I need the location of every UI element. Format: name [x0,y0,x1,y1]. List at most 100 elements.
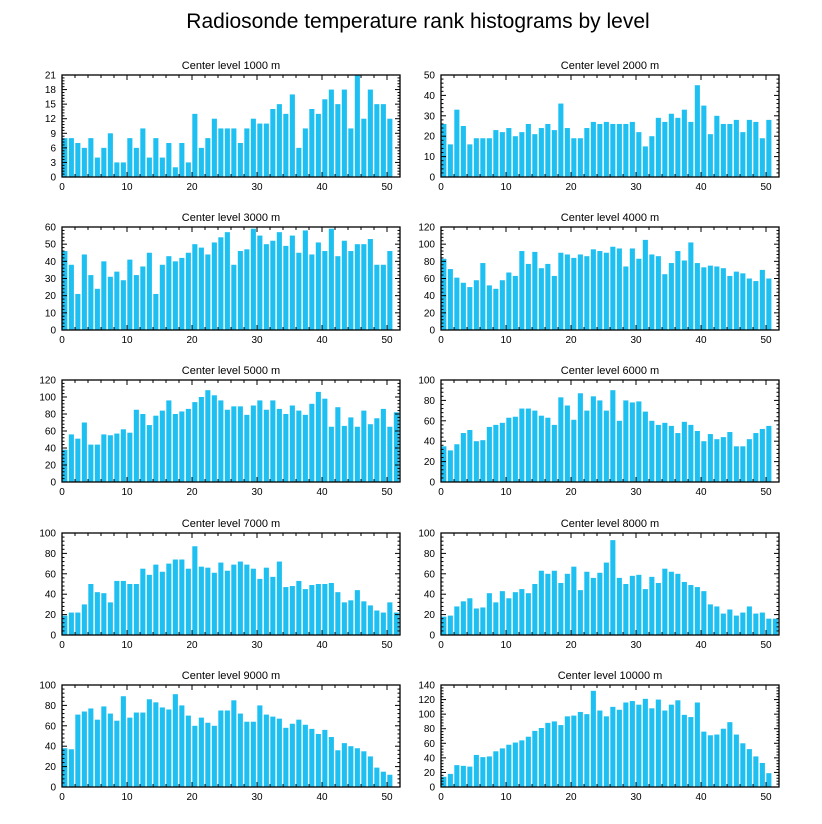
x-tick-label: 30 [630,487,642,498]
histogram-bar [120,162,126,177]
histogram-bar [231,128,237,177]
histogram-bar [348,600,354,635]
x-tick-label: 0 [59,792,65,803]
x-tick-label: 30 [630,182,642,193]
y-tick-label: 0 [429,173,435,184]
histogram-bar [68,612,74,635]
histogram-bar [714,606,720,635]
histogram-bar [740,446,746,482]
histogram-bar [733,615,739,635]
histogram-bar [62,138,68,177]
histogram-bar [263,123,269,177]
histogram-bar [707,735,713,787]
histogram-bar [532,251,538,330]
x-tick-label: 40 [695,640,707,651]
histogram-bar [94,444,100,482]
histogram-bar [146,699,152,787]
histogram-bar [120,696,126,787]
y-tick-label: 21 [45,71,57,82]
histogram-bar [361,244,367,330]
y-tick-label: 40 [424,291,436,302]
histogram-bar [257,705,263,787]
histogram-bar [493,602,499,635]
histogram-bar [270,716,276,787]
histogram-bar [454,606,460,635]
histogram-bar [348,746,354,787]
histogram-bar [597,123,603,177]
x-tick-label: 20 [565,335,577,346]
histogram-bar [296,580,302,635]
histogram-bar [211,395,217,482]
y-tick-label: 0 [429,631,435,642]
histogram-bar [140,414,146,482]
x-tick-label: 30 [251,640,263,651]
histogram-bar [571,257,577,330]
histogram-bar [348,417,354,482]
panel-title: Center level 9000 m [182,670,280,682]
histogram-bar [192,402,198,482]
histogram-bar [328,737,334,787]
histogram-bar [88,444,94,482]
y-tick-label: 40 [424,91,436,102]
histogram-bar [571,566,577,635]
histogram-panel: Center level 3000 m 0 10 20 30 40 50 0 10 20 30 40 5… [45,212,401,346]
histogram-bar [668,425,674,482]
histogram-bar [538,415,544,482]
histogram-bar [746,119,752,177]
histogram-bar [335,407,341,482]
histogram-bar [88,275,94,330]
histogram-bar [551,721,557,787]
histogram-bar [166,563,172,635]
histogram-panel: Center level 8000 m 0 10 20 30 40 50 0 20 40 60 80 1… [418,518,780,651]
y-tick-label: 20 [424,768,436,779]
histogram-bar [367,424,373,482]
histogram-bar [681,421,687,482]
histogram-bar [172,559,178,635]
histogram-bar [289,235,295,330]
histogram-bar [348,251,354,330]
histogram-bar [153,564,159,635]
histogram-bar [707,604,713,635]
y-tick-label: 100 [418,376,435,387]
histogram-bar [441,446,447,482]
histogram-bar [270,109,276,177]
histogram-bar [263,567,269,635]
y-tick-label: 0 [50,326,56,337]
x-tick-label: 0 [59,182,65,193]
histogram-bar [231,564,237,635]
y-tick-label: 0 [429,783,435,794]
histogram-bar [616,420,622,482]
histogram-bar [289,405,295,482]
histogram-bar [545,123,551,177]
x-tick-label: 40 [695,182,707,193]
histogram-bar [146,574,152,635]
histogram-bar [720,437,726,482]
y-tick-label: 0 [50,478,56,489]
y-tick-label: 100 [418,529,435,540]
y-tick-label: 40 [424,437,436,448]
histogram-bar [309,109,315,177]
histogram-bar [107,602,113,635]
histogram-bar [107,276,113,330]
histogram-bar [740,273,746,330]
y-tick-label: 80 [424,724,436,735]
y-tick-label: 100 [418,240,435,251]
histogram-bar [75,293,81,330]
histogram-bar [506,417,512,482]
histogram-bar [525,123,531,177]
histogram-bar [694,263,700,330]
histogram-bar [727,609,733,635]
histogram-bar [694,587,700,635]
histogram-bar [328,426,334,482]
histogram-bar [75,438,81,482]
x-tick-label: 30 [630,640,642,651]
histogram-bar [707,134,713,177]
histogram-bar [441,258,447,330]
histogram-bar [127,717,133,787]
histogram-bar [231,406,237,482]
histogram-bar [480,440,486,482]
histogram-bar [374,610,380,635]
histogram-bar [525,593,531,635]
histogram-bar [720,613,726,635]
histogram-bar [302,128,308,177]
